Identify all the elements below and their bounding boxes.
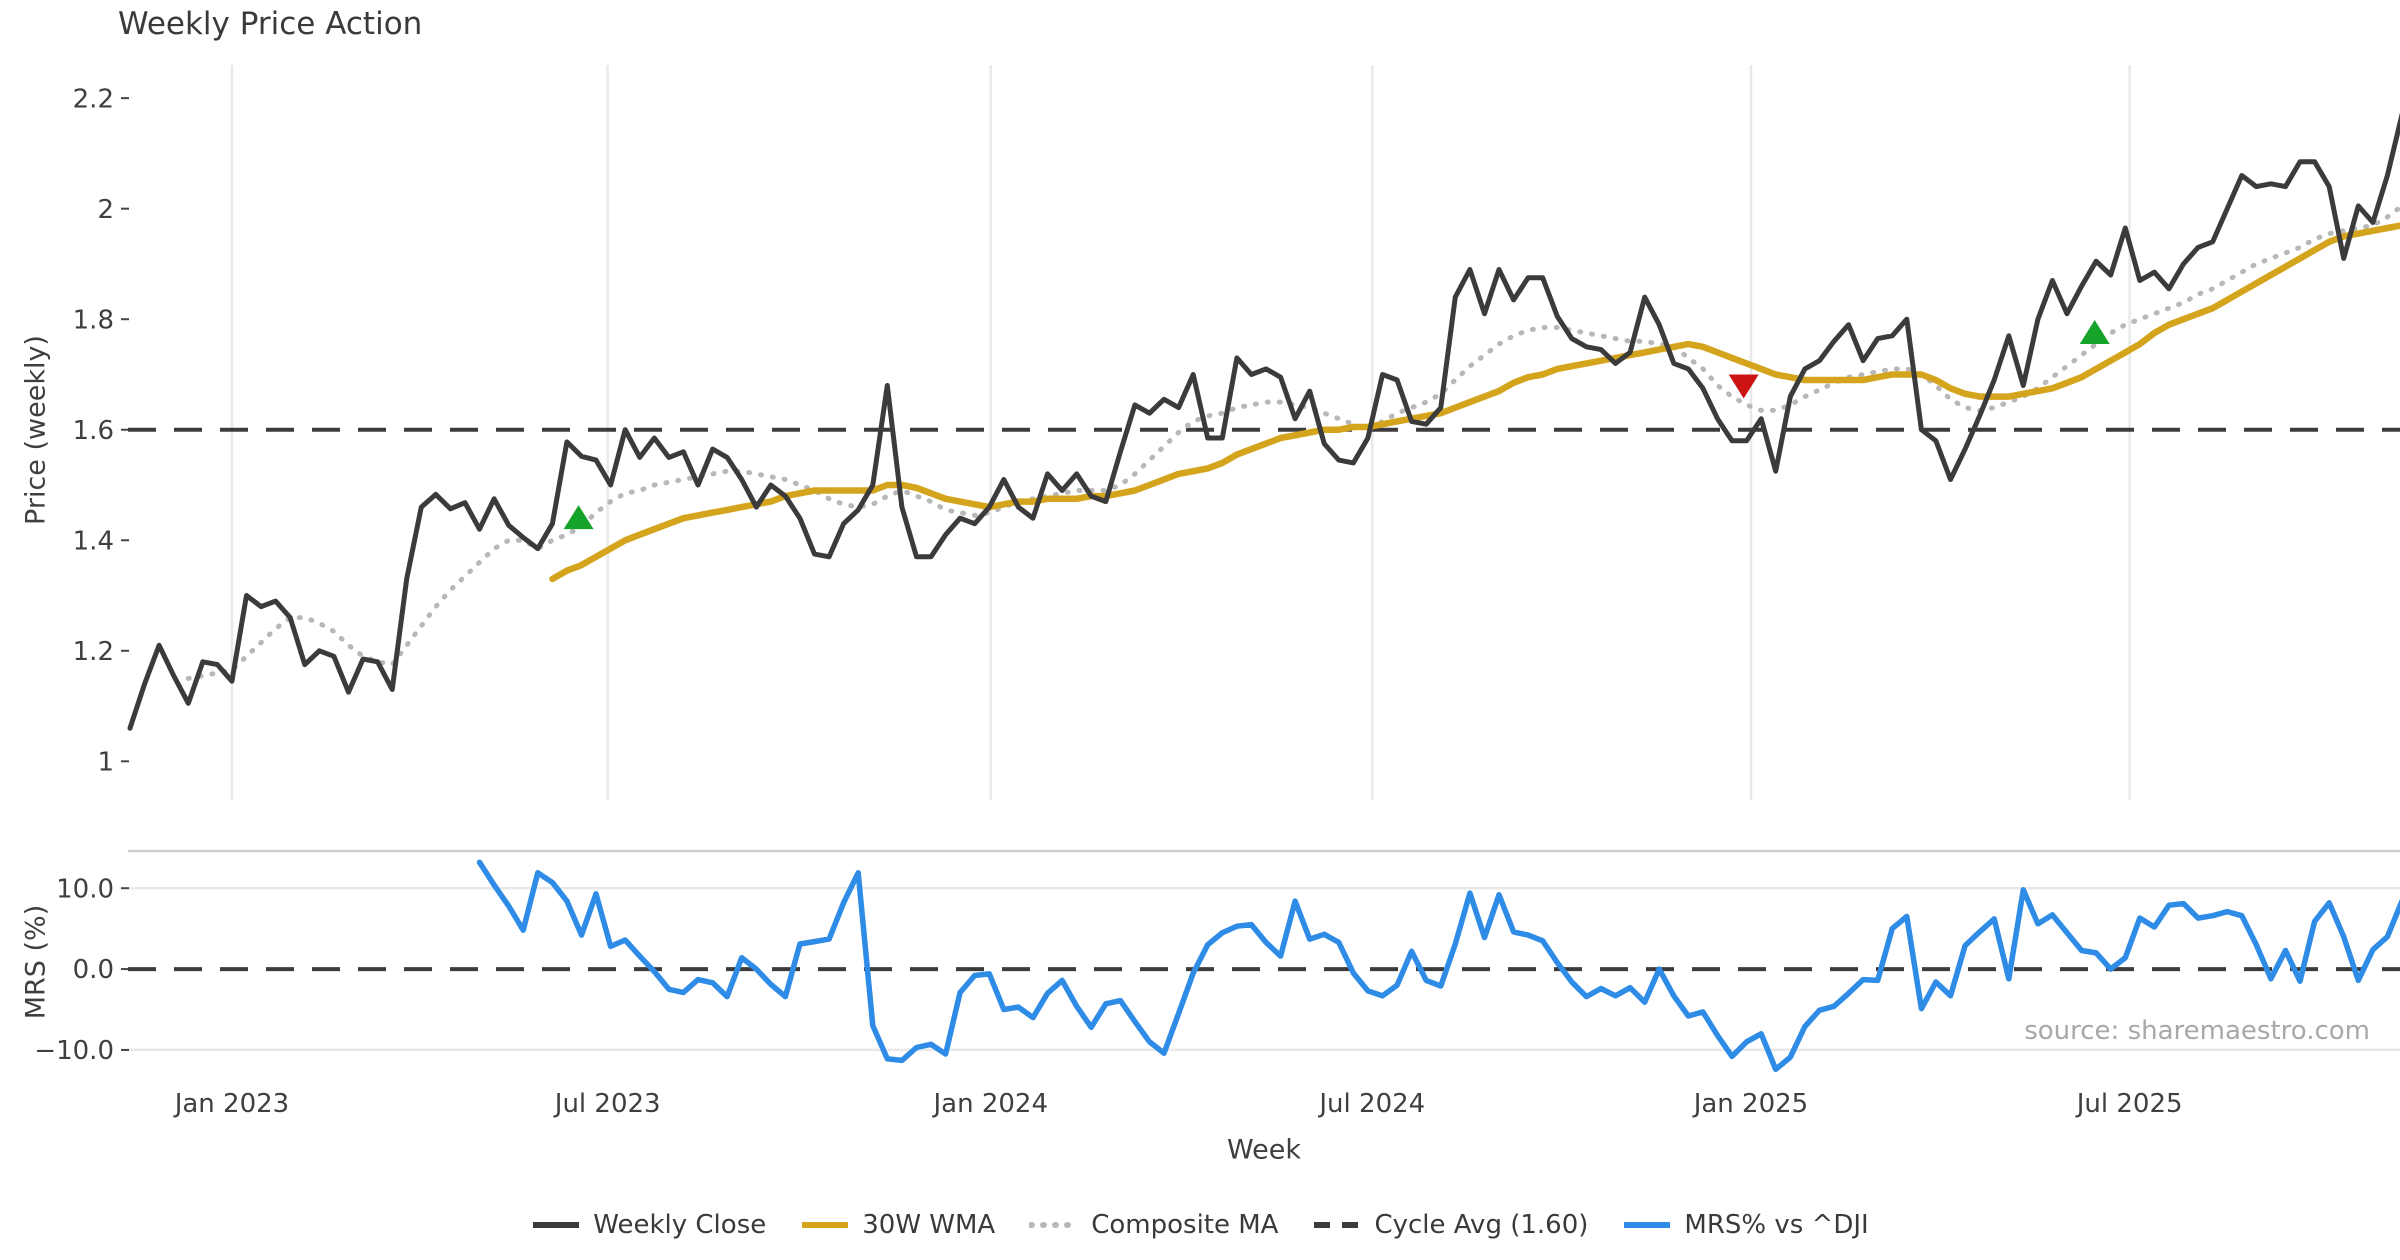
composite-ma-line: [185, 204, 2400, 681]
mrs-line: [476, 859, 2400, 1073]
buy-signal-marker: [2079, 320, 2110, 345]
wma-line: [549, 222, 2400, 583]
y-tick-label: 1.4: [73, 526, 114, 556]
price-axis-label: Price (weekly): [20, 335, 52, 525]
y-tick-label: 1.8: [73, 305, 114, 335]
x-tick-label: Jul 2025: [2075, 1089, 2183, 1119]
source-watermark: source: sharemaestro.com: [2024, 1016, 2370, 1046]
legend-swatch: [1314, 1222, 1361, 1228]
mrs-axis-label: MRS (%): [20, 904, 52, 1020]
sell-signal-marker: [1728, 374, 1759, 399]
x-tick-label: Jul 2024: [1317, 1089, 1425, 1119]
legend-label: Cycle Avg (1.60): [1374, 1210, 1589, 1240]
legend-swatch: [1029, 1222, 1080, 1228]
y-tick-label: 1.6: [73, 416, 114, 446]
chart-title: Weekly Price Action: [118, 6, 423, 42]
legend: Weekly Close 30W WMA Composite MA Cycle Avg…: [0, 1210, 2400, 1240]
legend-swatch: [533, 1222, 580, 1228]
legend-label: Weekly Close: [593, 1210, 767, 1240]
legend-item-30w-wma: 30W WMA: [800, 1210, 995, 1240]
legend-swatch: [1624, 1222, 1671, 1228]
week-axis-label: Week: [1227, 1134, 1301, 1166]
legend-label: Composite MA: [1091, 1210, 1279, 1240]
legend-item-weekly-close: Weekly Close: [531, 1210, 766, 1240]
series-lines: [127, 113, 2400, 1073]
y-tick-label: 10.0: [56, 874, 114, 904]
legend-item-composite-ma: Composite MA: [1029, 1210, 1278, 1240]
y-tick-label: 2.2: [73, 84, 114, 114]
x-tick-label: Jan 2023: [173, 1089, 290, 1119]
legend-label: 30W WMA: [862, 1210, 996, 1240]
reference-lines: [128, 427, 2400, 972]
gridlines: [128, 65, 2400, 1052]
signal-markers: [563, 320, 2110, 530]
legend-item-mrs-vs-dji: MRS% vs ^DJI: [1622, 1210, 1869, 1240]
y-tick-label: 0.0: [73, 955, 114, 985]
y-tick-label: 1.2: [73, 637, 114, 667]
x-tick-label: Jan 2025: [1692, 1089, 1809, 1119]
weekly-close-line: [127, 113, 2400, 731]
x-tick-label: Jan 2024: [931, 1089, 1048, 1119]
y-tick-label: −10.0: [34, 1036, 114, 1066]
y-tick-label: 2: [97, 195, 114, 225]
legend-swatch: [802, 1222, 849, 1228]
legend-item-cycle-avg-1-60-: Cycle Avg (1.60): [1312, 1210, 1588, 1240]
legend-label: MRS% vs ^DJI: [1684, 1210, 1869, 1240]
x-tick-label: Jul 2023: [553, 1089, 661, 1119]
buy-signal-marker: [563, 505, 594, 530]
axis-ticks: 1 1.2 1.4 1.6 1.8 2 2.2 10.0 0.0 −10.0 Jan 2023 Jul…: [34, 84, 2182, 1119]
y-tick-label: 1: [97, 747, 114, 777]
